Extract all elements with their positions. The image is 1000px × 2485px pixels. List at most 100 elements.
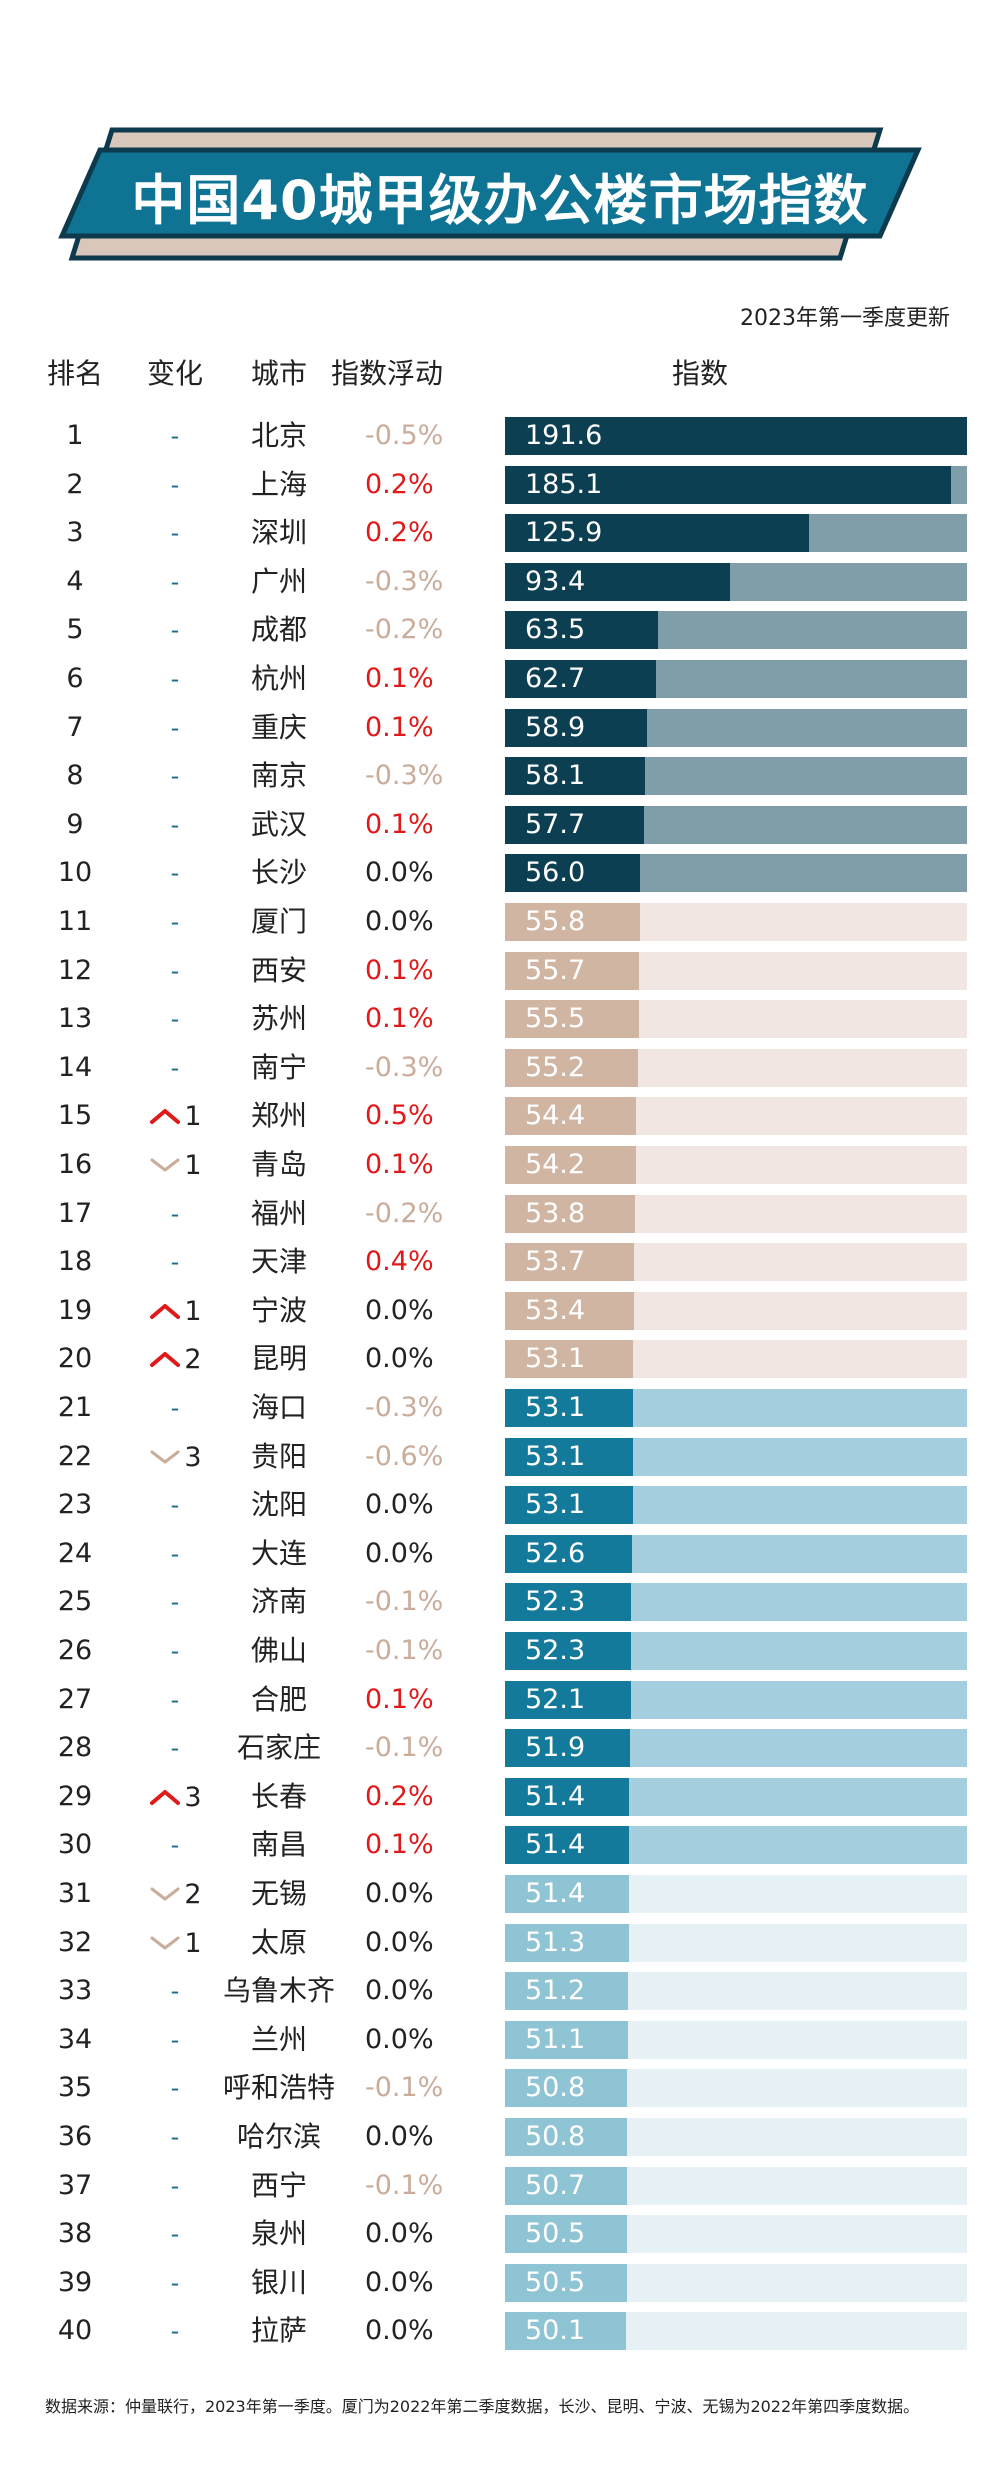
table-row: 26 - 佛山 -0.1% 52.3: [0, 1627, 1000, 1675]
rank-label: 15: [57, 1100, 93, 1131]
table-row: 38 - 泉州 0.0% 50.5: [0, 2210, 1000, 2258]
rank-change: -: [130, 1384, 220, 1432]
index-value-label: 50.7: [525, 2170, 586, 2201]
table-row: 9 - 武汉 0.1% 57.7: [0, 801, 1000, 849]
rank-change: -: [130, 2210, 220, 2258]
index-fluctuation: 0.1%: [365, 955, 434, 986]
bar-track: [505, 514, 967, 552]
bar-track: [505, 2069, 967, 2107]
index-fluctuation: -0.1%: [365, 1635, 444, 1666]
bar-track: [505, 660, 967, 698]
rank-change: 3: [130, 1773, 220, 1821]
index-value-label: 57.7: [525, 809, 586, 840]
rank-change: -: [130, 1676, 220, 1724]
index-bar: [505, 1729, 630, 1767]
no-change-dash: -: [170, 1054, 180, 1082]
rank-change: -: [130, 412, 220, 460]
rank-change: 1: [130, 1092, 220, 1140]
bar-track: [505, 466, 967, 504]
index-value-label: 53.1: [525, 1343, 586, 1374]
table-row: 33 - 乌鲁木齐 0.0% 51.2: [0, 1967, 1000, 2015]
index-fluctuation: 0.0%: [365, 906, 434, 937]
index-bar: [505, 1778, 629, 1816]
city-name: 武汉: [250, 808, 307, 841]
index-bar: [505, 1924, 629, 1962]
bar-track: [505, 1340, 967, 1378]
rank-up-icon: [150, 1790, 181, 1805]
rank-label: 18: [57, 1246, 93, 1277]
bar-track: [505, 1535, 967, 1573]
no-change-dash: -: [170, 1734, 180, 1762]
index-fluctuation: -0.1%: [365, 1586, 444, 1617]
rank-change: -: [130, 1530, 220, 1578]
rank-label: 3: [66, 517, 84, 548]
city-name: 苏州: [250, 1002, 307, 1035]
no-change-dash: -: [170, 568, 180, 596]
index-value-label: 51.2: [525, 1975, 586, 2006]
index-value-label: 55.2: [525, 1052, 586, 1083]
rank-label: 9: [66, 809, 84, 840]
index-value-label: 51.1: [525, 2024, 586, 2055]
index-bar: [505, 466, 951, 504]
index-value-label: 58.9: [525, 712, 586, 743]
rank-change: -: [130, 606, 220, 654]
bar-track: [505, 417, 967, 455]
index-value-label: 53.1: [525, 1441, 586, 1472]
rank-label: 40: [57, 2315, 93, 2346]
index-fluctuation: 0.0%: [365, 857, 434, 888]
table-row: 27 - 合肥 0.1% 52.1: [0, 1676, 1000, 1724]
table-row: 29 3 长春 0.2% 51.4: [0, 1773, 1000, 1821]
city-name: 沈阳: [250, 1488, 307, 1521]
table-row: 2 - 上海 0.2% 185.1: [0, 461, 1000, 509]
index-bar: [505, 1486, 633, 1524]
bar-track: [505, 1729, 967, 1767]
index-fluctuation: 0.2%: [365, 517, 434, 548]
table-row: 24 - 大连 0.0% 52.6: [0, 1530, 1000, 1578]
bar-track: [505, 2021, 967, 2059]
no-change-dash: -: [170, 1540, 180, 1568]
index-fluctuation: 0.0%: [365, 1538, 434, 1569]
index-fluctuation: -0.3%: [365, 566, 444, 597]
index-bar: [505, 1826, 629, 1864]
city-name: 太原: [250, 1926, 307, 1959]
bar-track: [505, 1875, 967, 1913]
bar-track: [505, 1049, 967, 1087]
index-fluctuation: -0.2%: [365, 1198, 444, 1229]
city-name: 石家庄: [236, 1731, 321, 1764]
city-name: 南京: [250, 759, 307, 792]
index-fluctuation: 0.0%: [365, 2121, 434, 2152]
no-change-dash: -: [170, 1686, 180, 1714]
index-value-label: 50.8: [525, 2121, 586, 2152]
rank-label: 34: [57, 2024, 93, 2055]
index-bar: [505, 660, 656, 698]
index-bar: [505, 1681, 631, 1719]
no-change-dash: -: [170, 1637, 180, 1665]
rank-change: -: [130, 1578, 220, 1626]
city-name: 西宁: [250, 2169, 307, 2202]
rank-up-icon: [150, 1352, 181, 1367]
table-row: 35 - 呼和浩特 -0.1% 50.8: [0, 2064, 1000, 2112]
table-row: 18 - 天津 0.4% 53.7: [0, 1238, 1000, 1286]
index-bar: [505, 757, 645, 795]
header-rank: 排名: [46, 357, 104, 390]
index-fluctuation: -0.1%: [365, 2072, 444, 2103]
index-value-label: 191.6: [525, 420, 603, 451]
city-name: 青岛: [250, 1148, 307, 1181]
rank-down-icon: [150, 1936, 180, 1950]
table-row: 12 - 西安 0.1% 55.7: [0, 947, 1000, 995]
city-name: 南昌: [250, 1828, 307, 1861]
no-change-dash: -: [170, 616, 180, 644]
rank-label: 12: [57, 955, 93, 986]
rank-label: 21: [57, 1392, 93, 1423]
city-name: 济南: [250, 1585, 307, 1618]
rank-label: 35: [57, 2072, 93, 2103]
index-bar: [505, 1389, 633, 1427]
header-index: 指数: [671, 357, 729, 390]
table-row: 40 - 拉萨 0.0% 50.1: [0, 2307, 1000, 2355]
rank-label: 19: [57, 1295, 93, 1326]
bar-track: [505, 1243, 967, 1281]
table-row: 34 - 兰州 0.0% 51.1: [0, 2016, 1000, 2064]
table-row: 19 1 宁波 0.0% 53.4: [0, 1287, 1000, 1335]
bar-track: [505, 1972, 967, 2010]
index-bar: [505, 1972, 628, 2010]
